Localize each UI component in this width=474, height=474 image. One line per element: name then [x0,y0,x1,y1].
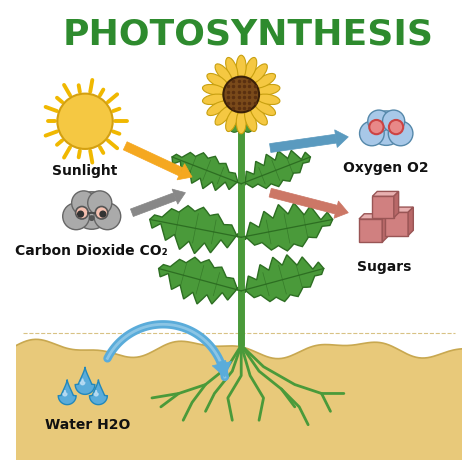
Polygon shape [334,201,348,218]
Ellipse shape [251,106,267,125]
Polygon shape [373,196,394,218]
Circle shape [223,77,259,112]
Circle shape [95,207,108,219]
Ellipse shape [207,73,228,88]
Polygon shape [359,219,382,242]
Circle shape [72,191,96,215]
Polygon shape [58,380,76,405]
Text: Sugars: Sugars [357,260,411,273]
Ellipse shape [202,84,226,95]
Ellipse shape [237,110,246,134]
Polygon shape [159,257,241,304]
Ellipse shape [202,94,226,105]
Polygon shape [123,142,182,176]
Circle shape [73,192,110,229]
Polygon shape [90,380,107,405]
Circle shape [368,110,390,132]
Polygon shape [373,191,399,196]
Ellipse shape [207,101,228,116]
Circle shape [388,121,413,146]
Circle shape [57,93,113,149]
Circle shape [63,203,90,230]
Circle shape [76,207,88,219]
Text: PHOTOSYNTHESIS: PHOTOSYNTHESIS [63,17,433,51]
Polygon shape [359,214,387,219]
Polygon shape [385,207,413,212]
Polygon shape [217,361,226,365]
Polygon shape [269,188,337,214]
Circle shape [369,120,383,134]
Polygon shape [408,207,413,236]
Ellipse shape [245,57,257,80]
Polygon shape [241,255,324,301]
Polygon shape [270,134,337,153]
Text: Carbon Dioxide CO₂: Carbon Dioxide CO₂ [16,244,168,258]
Text: Oxygen O2: Oxygen O2 [344,161,429,174]
Polygon shape [16,339,462,460]
Ellipse shape [245,109,257,131]
Circle shape [369,111,403,146]
Ellipse shape [226,109,238,131]
Ellipse shape [251,64,267,83]
Polygon shape [241,150,310,189]
Polygon shape [177,164,192,180]
Circle shape [94,203,121,230]
Polygon shape [63,391,67,396]
Polygon shape [394,191,399,218]
Text: Sunlight: Sunlight [52,164,118,178]
Polygon shape [385,212,408,236]
Polygon shape [212,362,231,377]
Circle shape [389,120,403,134]
Polygon shape [94,391,98,396]
Polygon shape [130,193,176,217]
Circle shape [383,110,405,132]
Polygon shape [172,189,185,204]
Ellipse shape [257,94,280,105]
Text: Water H2O: Water H2O [45,418,130,432]
Circle shape [88,191,112,215]
Polygon shape [75,367,95,394]
Polygon shape [335,130,348,147]
Polygon shape [382,214,387,242]
Ellipse shape [237,55,246,78]
Circle shape [90,216,94,220]
Polygon shape [150,206,241,254]
Polygon shape [172,153,241,191]
Circle shape [100,211,106,217]
Ellipse shape [228,106,244,132]
Ellipse shape [257,84,280,95]
Ellipse shape [255,73,275,88]
Ellipse shape [226,57,238,80]
Ellipse shape [215,106,232,125]
Ellipse shape [238,106,255,132]
Ellipse shape [255,101,275,116]
Circle shape [360,121,384,146]
Polygon shape [81,379,85,385]
Polygon shape [241,203,333,251]
Ellipse shape [215,64,232,83]
Circle shape [78,211,83,217]
